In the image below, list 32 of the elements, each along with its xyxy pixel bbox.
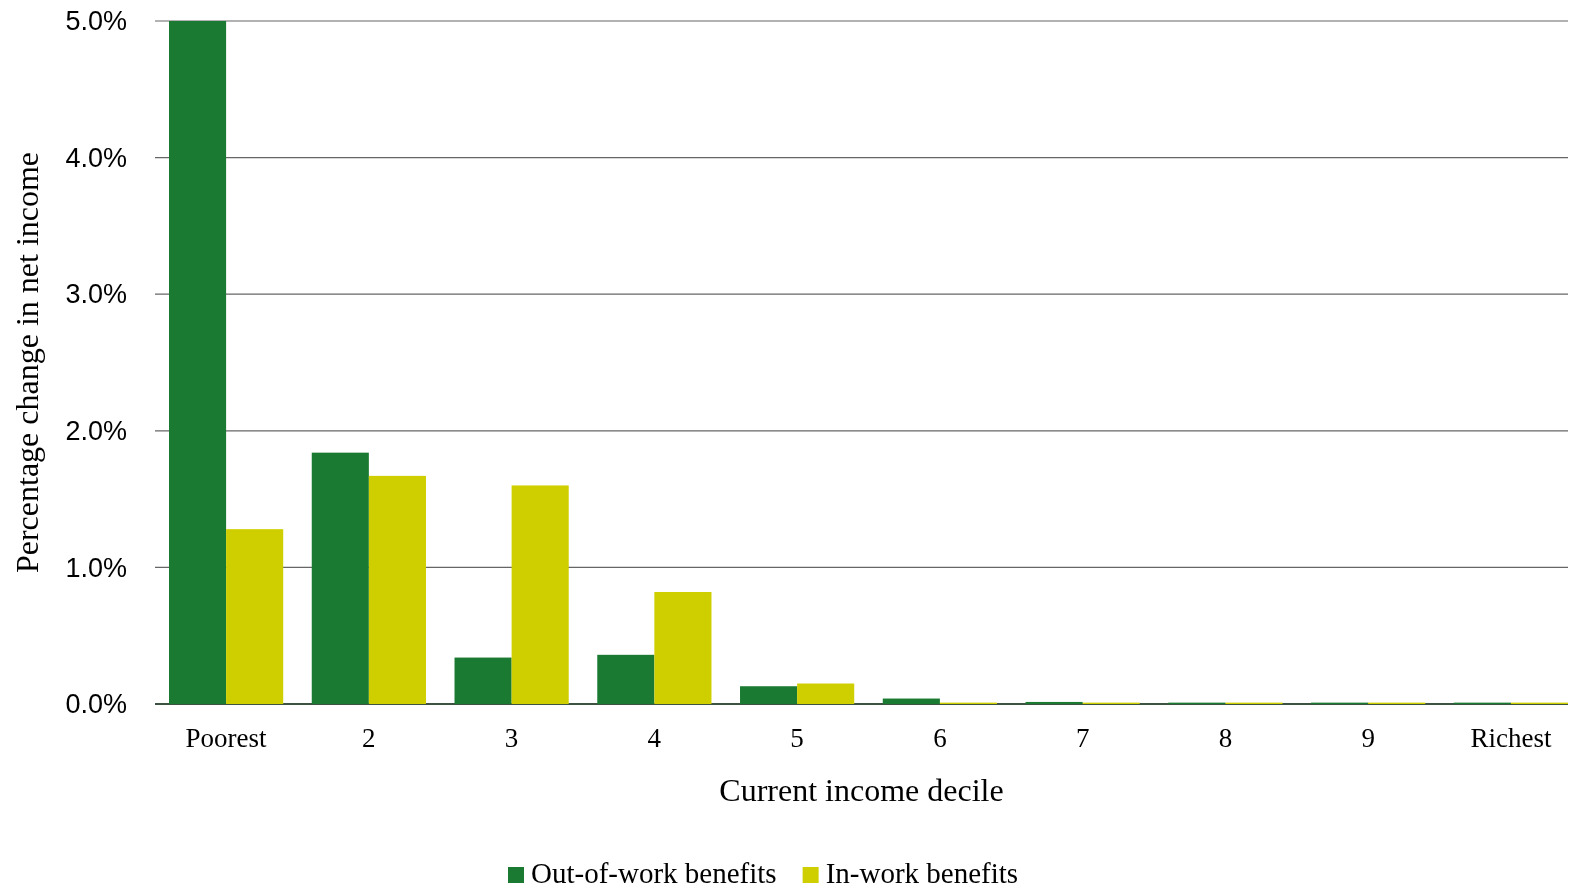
y-axis-title: Percentage change in net income: [9, 151, 45, 574]
x-tick-label: 8: [1218, 723, 1233, 754]
y-tick-label: 3.0%: [65, 279, 127, 310]
legend-label: In-work benefits: [825, 857, 1019, 889]
y-tick-label: 2.0%: [65, 415, 127, 446]
x-tick-label: Poorest: [185, 723, 268, 754]
bar: [1025, 701, 1083, 704]
bar: [654, 591, 712, 704]
x-tick-label: 4: [647, 723, 662, 754]
bar: [882, 698, 940, 704]
bar: [740, 686, 798, 704]
bar: [226, 529, 284, 704]
bar: [797, 683, 855, 704]
x-tick-label: 5: [790, 723, 804, 754]
legend-label: Out-of-work benefits: [531, 857, 777, 889]
x-tick-label: 7: [1075, 723, 1090, 754]
bar: [368, 475, 426, 704]
x-tick-label: 6: [933, 723, 947, 754]
x-tick-label: 2: [362, 723, 376, 754]
bar: [169, 21, 227, 704]
x-tick-label: 3: [504, 723, 519, 754]
x-tick-label: Richest: [1470, 723, 1552, 754]
y-tick-label: 4.0%: [65, 142, 127, 173]
x-axis-title: Current income decile: [719, 772, 1004, 808]
bar: [454, 657, 512, 704]
bar: [597, 654, 655, 704]
y-tick-label: 0.0%: [65, 689, 127, 720]
y-tick-label: 5.0%: [65, 6, 127, 37]
x-tick-label: 9: [1361, 723, 1375, 754]
y-tick-label: 1.0%: [65, 552, 127, 583]
bar: [511, 485, 569, 704]
bar: [311, 452, 369, 704]
